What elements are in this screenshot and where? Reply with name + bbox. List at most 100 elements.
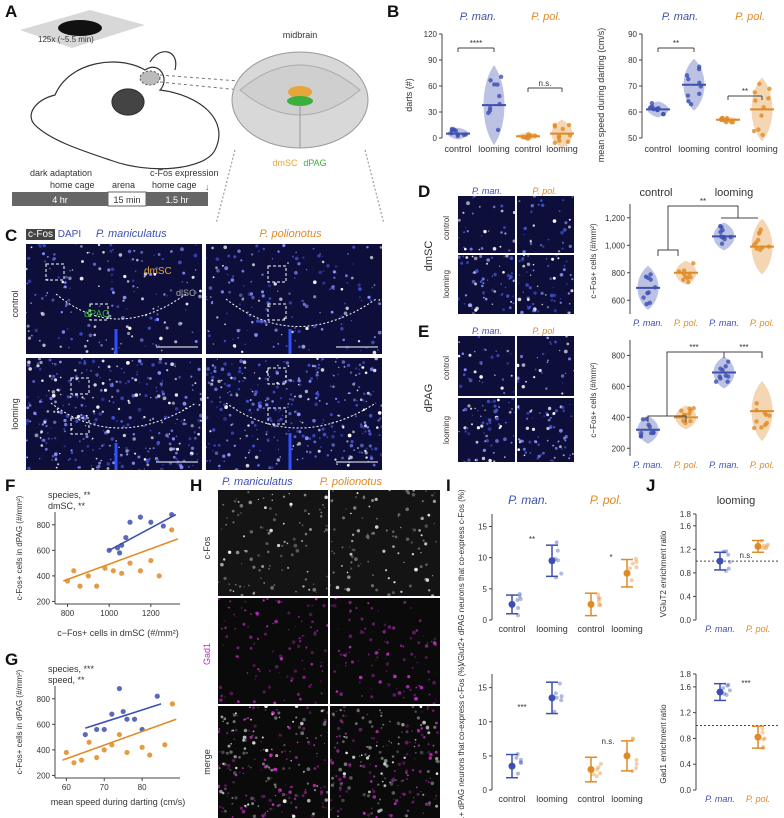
cell-speck [356, 389, 359, 392]
cell-speck [393, 798, 395, 800]
cell-speck [156, 440, 161, 445]
d-img-ppol-control [517, 196, 574, 253]
cell-speck [229, 768, 232, 771]
cell-speck [330, 808, 332, 811]
b-left-ylabel: darts (#) [404, 78, 414, 112]
cell-speck [158, 360, 162, 364]
cell-speck [128, 416, 132, 420]
cell-speck [238, 303, 241, 306]
cell-speck [102, 251, 105, 254]
cell-speck [26, 311, 27, 314]
cell-speck [357, 564, 360, 567]
cell-speck [503, 437, 507, 441]
cell-speck [108, 314, 112, 318]
cell-speck [393, 802, 397, 805]
cell-speck [250, 388, 252, 390]
i-bottom-group-2: looming [536, 794, 568, 804]
cell-speck [147, 326, 151, 330]
data-point [449, 127, 455, 133]
cell-speck [27, 256, 31, 260]
cell-speck [475, 306, 479, 311]
cell-speck [517, 438, 521, 441]
cell-speck [40, 430, 43, 434]
cell-speck [250, 306, 253, 309]
cell-speck [48, 374, 52, 378]
cell-speck [78, 465, 82, 469]
y-tick-label: 10 [478, 718, 487, 727]
mean-point [587, 766, 595, 774]
cell-speck [374, 447, 378, 451]
cell-speck [156, 390, 158, 392]
data-point [487, 108, 493, 113]
cell-speck [371, 340, 375, 345]
cell-speck [427, 743, 430, 745]
cell-speck [499, 265, 501, 267]
cell-speck [232, 344, 237, 348]
cell-speck [182, 401, 187, 406]
cell-speck [531, 302, 535, 306]
cell-speck [326, 264, 330, 268]
cell-speck [70, 311, 73, 313]
cell-speck [210, 301, 214, 305]
cell-speck [512, 302, 515, 305]
cell-speck [359, 630, 364, 634]
cell-speck [239, 585, 242, 588]
cell-speck [268, 798, 272, 803]
cell-speck [361, 754, 363, 756]
cell-speck [412, 797, 415, 799]
cell-speck [510, 301, 512, 303]
cell-speck [93, 383, 97, 387]
cell-speck [287, 365, 290, 367]
cell-speck [355, 606, 358, 610]
cell-speck [108, 400, 111, 402]
cell-speck [521, 385, 525, 389]
cell-speck [223, 620, 226, 622]
cell-speck [552, 286, 554, 288]
panel-label-e: E [418, 322, 430, 341]
cell-speck [144, 394, 148, 398]
cell-speck [244, 804, 247, 807]
cell-speck [111, 291, 116, 295]
cell-speck [338, 777, 342, 782]
cell-speck [466, 230, 469, 233]
cell-speck [174, 377, 177, 381]
cell-speck [565, 336, 568, 338]
cell-speck [321, 670, 324, 672]
cell-speck [266, 598, 269, 601]
cell-speck [186, 281, 188, 284]
cell-speck [101, 410, 105, 413]
cell-speck [224, 626, 227, 629]
cell-speck [290, 393, 293, 396]
cell-speck [481, 279, 483, 282]
cell-speck [252, 664, 256, 668]
cell-speck [59, 360, 62, 364]
cell-speck [219, 401, 222, 403]
cell-speck [304, 304, 309, 309]
cell-speck [342, 772, 346, 776]
cell-speck [425, 779, 428, 782]
cell-speck [348, 763, 352, 767]
cell-speck [410, 652, 414, 656]
cell-speck [435, 699, 438, 702]
cell-speck [93, 325, 97, 328]
cell-speck [553, 309, 557, 313]
cell-speck [251, 435, 253, 437]
cell-speck [547, 359, 549, 362]
cell-speck [347, 575, 351, 579]
scatter-point [63, 749, 69, 756]
scatter-point [109, 711, 115, 717]
data-point [565, 139, 571, 145]
cell-speck [240, 593, 244, 596]
cell-speck [492, 451, 495, 454]
timeline-seg2-value: 15 min [113, 195, 140, 205]
cell-speck [295, 549, 300, 553]
cell-speck [256, 706, 259, 709]
midbrain-schematic [231, 51, 369, 149]
cell-speck [420, 733, 424, 737]
y-tick-label: 1,200 [605, 214, 626, 223]
regression-line-pman [85, 703, 162, 729]
cell-speck [316, 377, 318, 380]
data-point [686, 98, 691, 104]
cell-speck [160, 349, 163, 352]
